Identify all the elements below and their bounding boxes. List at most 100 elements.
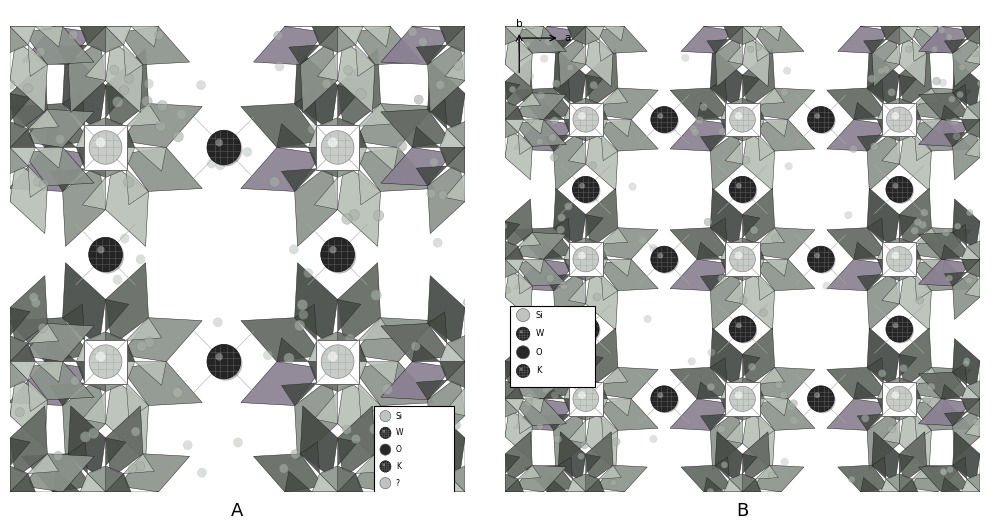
Polygon shape bbox=[338, 492, 363, 510]
Polygon shape bbox=[586, 377, 601, 399]
Polygon shape bbox=[490, 148, 518, 168]
Circle shape bbox=[461, 3, 468, 9]
Circle shape bbox=[142, 96, 152, 107]
Polygon shape bbox=[994, 492, 1000, 519]
Polygon shape bbox=[912, 505, 927, 527]
Polygon shape bbox=[724, 14, 742, 26]
Polygon shape bbox=[965, 510, 980, 529]
Polygon shape bbox=[567, 479, 586, 492]
Polygon shape bbox=[899, 492, 918, 505]
Circle shape bbox=[475, 370, 482, 377]
Polygon shape bbox=[505, 102, 518, 120]
Polygon shape bbox=[505, 241, 518, 259]
Polygon shape bbox=[872, 0, 886, 14]
Polygon shape bbox=[519, 232, 566, 259]
Polygon shape bbox=[872, 40, 899, 87]
Polygon shape bbox=[308, 148, 338, 169]
Circle shape bbox=[209, 346, 242, 380]
Circle shape bbox=[120, 85, 129, 95]
Polygon shape bbox=[742, 244, 764, 259]
Polygon shape bbox=[761, 492, 781, 506]
Polygon shape bbox=[980, 432, 1000, 478]
Polygon shape bbox=[980, 241, 993, 259]
Circle shape bbox=[36, 47, 45, 57]
Polygon shape bbox=[0, 492, 10, 510]
Polygon shape bbox=[0, 276, 10, 342]
Circle shape bbox=[775, 381, 783, 389]
Polygon shape bbox=[320, 492, 338, 518]
Polygon shape bbox=[721, 244, 742, 259]
Polygon shape bbox=[899, 75, 917, 98]
Circle shape bbox=[735, 112, 742, 120]
Circle shape bbox=[299, 310, 308, 320]
Circle shape bbox=[878, 68, 884, 74]
Polygon shape bbox=[861, 478, 881, 492]
Polygon shape bbox=[484, 454, 549, 492]
Polygon shape bbox=[466, 478, 486, 492]
Polygon shape bbox=[980, 14, 999, 26]
Polygon shape bbox=[886, 492, 899, 510]
Circle shape bbox=[808, 106, 834, 133]
Circle shape bbox=[823, 282, 830, 290]
Polygon shape bbox=[505, 492, 524, 505]
Polygon shape bbox=[764, 399, 788, 416]
Circle shape bbox=[888, 425, 896, 433]
Polygon shape bbox=[602, 227, 658, 259]
Polygon shape bbox=[0, 122, 10, 148]
Circle shape bbox=[215, 236, 260, 282]
Polygon shape bbox=[124, 454, 154, 473]
Polygon shape bbox=[10, 512, 47, 529]
Polygon shape bbox=[241, 318, 316, 362]
Circle shape bbox=[878, 370, 886, 377]
Polygon shape bbox=[899, 238, 915, 259]
Circle shape bbox=[610, 479, 617, 486]
Polygon shape bbox=[953, 224, 967, 247]
Polygon shape bbox=[586, 275, 618, 330]
Circle shape bbox=[451, 421, 460, 430]
Polygon shape bbox=[490, 44, 505, 64]
Polygon shape bbox=[899, 40, 927, 87]
Circle shape bbox=[328, 352, 338, 362]
Polygon shape bbox=[980, 339, 1000, 385]
Text: K: K bbox=[396, 462, 401, 471]
Polygon shape bbox=[29, 492, 94, 529]
Circle shape bbox=[730, 247, 755, 272]
Polygon shape bbox=[742, 399, 764, 414]
Polygon shape bbox=[312, 8, 338, 26]
Polygon shape bbox=[913, 0, 961, 26]
Circle shape bbox=[404, 412, 413, 421]
Polygon shape bbox=[742, 8, 756, 26]
Polygon shape bbox=[524, 259, 544, 273]
Polygon shape bbox=[742, 415, 775, 470]
Polygon shape bbox=[993, 132, 1000, 154]
Polygon shape bbox=[941, 385, 961, 399]
Circle shape bbox=[814, 393, 820, 398]
Circle shape bbox=[154, 31, 163, 40]
Polygon shape bbox=[867, 49, 899, 104]
Polygon shape bbox=[358, 383, 381, 419]
Polygon shape bbox=[63, 170, 106, 247]
Polygon shape bbox=[505, 0, 520, 8]
Polygon shape bbox=[447, 122, 465, 148]
Circle shape bbox=[872, 496, 878, 503]
Polygon shape bbox=[554, 358, 570, 384]
Polygon shape bbox=[827, 367, 883, 399]
Polygon shape bbox=[338, 26, 363, 45]
Circle shape bbox=[893, 323, 898, 329]
Polygon shape bbox=[758, 135, 775, 161]
Polygon shape bbox=[544, 135, 570, 151]
Circle shape bbox=[433, 238, 442, 248]
Polygon shape bbox=[967, 120, 980, 138]
Circle shape bbox=[356, 88, 366, 99]
Polygon shape bbox=[872, 457, 886, 479]
Circle shape bbox=[573, 386, 599, 412]
Polygon shape bbox=[513, 399, 569, 431]
Circle shape bbox=[344, 66, 353, 75]
Circle shape bbox=[113, 97, 123, 107]
Circle shape bbox=[651, 246, 677, 272]
Polygon shape bbox=[88, 1, 106, 26]
Polygon shape bbox=[524, 492, 544, 506]
Polygon shape bbox=[999, 492, 1000, 506]
Polygon shape bbox=[759, 259, 815, 291]
Circle shape bbox=[721, 462, 728, 468]
